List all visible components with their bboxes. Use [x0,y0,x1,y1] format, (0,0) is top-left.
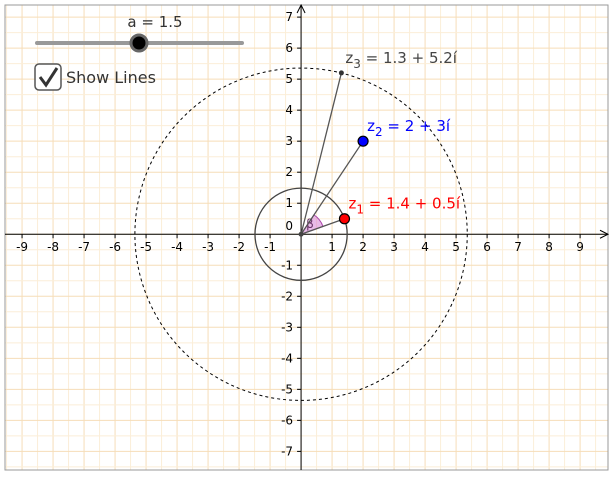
checkmark [38,67,59,88]
label-expr: = 1.4 + 0.5í [364,195,461,213]
x-tick-label: -1 [264,240,276,254]
label-name: z [345,49,353,67]
x-arrow [599,229,610,239]
label-expr: = 1.3 + 5.2í [361,49,458,67]
label-sub: 3 [353,57,361,71]
x-tick-label: 4 [421,240,429,254]
vector-line [300,140,364,235]
slider-knob[interactable] [129,33,149,53]
point-label: z3 = 1.3 + 5.2í [345,49,457,71]
checkbox-label: Show Lines [66,68,156,87]
y-tick-label: 5 [285,72,293,86]
x-tick-label: -5 [140,240,152,254]
x-tick-label: 3 [390,240,398,254]
y-tick-label: -1 [281,258,293,272]
circle-small [254,187,348,281]
label-sub: 1 [356,203,364,217]
y-tick-label: 2 [285,165,293,179]
y-tick-label: -5 [281,382,293,396]
y-tick-label: -6 [281,413,293,427]
y-tick-label: -3 [281,320,293,334]
y-tick-label: -7 [281,444,293,458]
y-tick-label: 3 [285,134,293,148]
x-tick-label: 7 [514,240,522,254]
y-arrow [296,3,306,14]
point [357,135,369,147]
point-label: z1 = 1.4 + 0.5í [348,195,460,217]
x-tick-label: -2 [233,240,245,254]
origin-point [298,231,304,237]
vector-line [300,72,343,235]
x-tick-label: -8 [47,240,59,254]
x-tick-label: 8 [545,240,553,254]
x-tick-label: 5 [452,240,460,254]
x-tick-label: -9 [16,240,28,254]
frame [4,4,609,471]
x-tick-label: 9 [576,240,584,254]
circle-dashed [134,67,468,401]
y-tick-label: -2 [281,289,293,303]
label-name: z [348,195,356,213]
x-tick-label: -7 [78,240,90,254]
y-tick-label: 6 [285,41,293,55]
y-tick-label: 1 [285,196,293,210]
point [338,213,351,225]
checkbox[interactable] [34,63,62,91]
label-name: z [367,117,375,135]
x-tick-label: -6 [109,240,121,254]
point [338,70,344,76]
angle-label: β [306,217,314,231]
slider-label: a = 1.5 [127,13,182,31]
x-tick-label: -4 [171,240,183,254]
x-tick-label: -3 [202,240,214,254]
point-label: z2 = 2 + 3í [367,117,451,139]
y-tick-label: -4 [281,351,293,365]
x-tick-label: 2 [359,240,367,254]
y-tick-label: 7 [285,10,293,24]
vector-line [300,218,345,235]
label-sub: 2 [375,125,383,139]
x-tick-label: 6 [483,240,491,254]
x-tick-label: 1 [328,240,336,254]
y-tick-label: 4 [285,103,293,117]
label-expr: = 2 + 3í [383,117,451,135]
origin-label: 0 [285,219,293,233]
